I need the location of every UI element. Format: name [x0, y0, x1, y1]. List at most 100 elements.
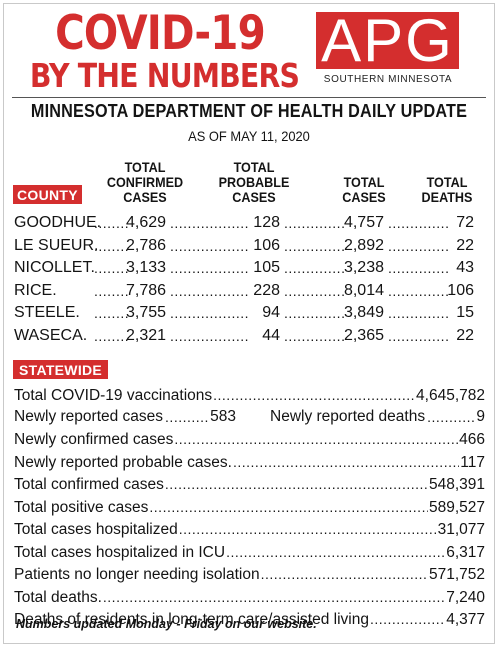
- stat-label: Newly confirmed cases: [14, 431, 174, 448]
- dot-leader: [284, 280, 346, 302]
- dot-leader: [170, 257, 250, 279]
- stat-label: Total cases hospitalized in ICU: [14, 543, 226, 561]
- county-row: LE SUEUR. 2,786 106 2,892 22: [14, 235, 484, 257]
- stat-row: Deaths of residents in long-term care/as…: [14, 608, 485, 630]
- county-row: STEELE. 3,755 94 3,849 15: [14, 302, 484, 324]
- dot-leader: [388, 280, 450, 302]
- stat-row: Total cases hospitalized 31,077: [14, 518, 485, 540]
- stat-value: 9: [476, 408, 485, 425]
- dot-leader: [284, 212, 346, 234]
- stat-label: Newly reported cases: [14, 408, 164, 425]
- stat-row: Total confirmed cases 548,391: [14, 473, 485, 495]
- stat-label: Total cases hospitalized: [14, 521, 178, 538]
- stat-value: 31,077: [437, 521, 485, 538]
- stat-row: Newly reported probable cases. 117: [14, 451, 485, 473]
- stat-row: Patients no longer needing isolation 571,…: [14, 563, 485, 585]
- stat-row-new-deaths: Newly reported deaths 9: [270, 406, 485, 428]
- dot-leader: [388, 302, 450, 324]
- dot-leader: [284, 302, 346, 324]
- deaths-value: 22: [456, 327, 474, 344]
- logo-subtext: SOUTHERN MINNESOTA: [323, 74, 453, 85]
- cases-value: 2,365: [343, 327, 384, 344]
- cases-value: 8,014: [343, 281, 384, 299]
- dot-leader: [94, 280, 130, 302]
- county-name: STEELE.: [14, 304, 80, 322]
- deaths-value: 106: [447, 281, 474, 299]
- divider: [12, 97, 486, 98]
- stat-label: Deaths of residents in long-term care/as…: [14, 611, 369, 628]
- apg-logo: APG: [316, 12, 459, 69]
- stat-label: Newly reported deaths: [270, 408, 426, 425]
- deaths-value: 22: [456, 236, 474, 254]
- dot-leader: [94, 235, 130, 257]
- col-header-deaths: TOTAL DEATHS: [421, 174, 473, 205]
- dot-leader: [94, 325, 130, 347]
- confirmed-value: 3,755: [126, 304, 167, 322]
- stat-value: 7,240: [446, 588, 485, 606]
- county-row: RICE. 7,786 228 8,014 106: [14, 280, 484, 302]
- deaths-value: 43: [456, 259, 474, 277]
- infographic: COVID-19 BY THE NUMBERS APG SOUTHERN MIN…: [3, 3, 495, 644]
- deaths-value: 15: [456, 304, 474, 322]
- dot-leader: [170, 302, 250, 324]
- statewide-badge: STATEWIDE: [13, 360, 109, 379]
- stat-row-new-cases: Newly reported cases 583: [14, 406, 236, 428]
- dot-leader: [370, 608, 445, 630]
- stat-label: Total deaths.: [14, 588, 102, 606]
- dot-leader: [388, 257, 450, 279]
- confirmed-value: 2,321: [126, 327, 167, 344]
- dot-leader: [149, 496, 428, 518]
- stat-value: 117: [460, 453, 485, 471]
- county-name: NICOLLET.: [14, 259, 95, 277]
- stat-row: Total cases hospitalized in ICU 6,317: [14, 541, 485, 563]
- confirmed-value: 2,786: [126, 236, 167, 254]
- stat-value: 4,377: [446, 611, 485, 628]
- stat-value: 4,645,782: [416, 387, 485, 404]
- dot-leader: [388, 235, 450, 257]
- dot-leader: [165, 473, 428, 495]
- col-header-confirmed: TOTAL CONFIRMED CASES: [106, 159, 184, 205]
- title-line-1: COVID-19: [55, 6, 266, 61]
- stat-label: Total confirmed cases: [14, 476, 164, 493]
- stat-label: Total positive cases: [14, 498, 149, 516]
- dot-leader: [170, 212, 250, 234]
- confirmed-value: 7,786: [126, 281, 167, 299]
- dot-leader: [388, 212, 450, 234]
- probable-value: 128: [253, 214, 280, 231]
- probable-value: 106: [253, 236, 280, 254]
- as-of-date: AS OF MAY 11, 2020: [188, 128, 310, 144]
- county-row: NICOLLET. 3,133 105 3,238 43: [14, 257, 484, 279]
- dot-leader: [170, 235, 250, 257]
- probable-value: 44: [262, 327, 280, 344]
- stat-label: Newly reported probable cases.: [14, 453, 232, 471]
- dot-leader: [261, 563, 428, 585]
- stat-value: 6,317: [446, 543, 485, 561]
- county-badge: COUNTY: [13, 185, 82, 204]
- confirmed-value: 3,133: [126, 259, 167, 277]
- cases-value: 4,757: [343, 214, 384, 231]
- dot-leader: [94, 212, 130, 234]
- dot-leader: [103, 586, 445, 608]
- county-name: RICE.: [14, 281, 57, 299]
- cases-value: 2,892: [343, 236, 384, 254]
- dot-leader: [226, 541, 445, 563]
- dot-leader: [284, 257, 346, 279]
- dot-leader: [284, 235, 346, 257]
- dot-leader: [174, 428, 458, 450]
- county-name: WASECA.: [14, 327, 88, 344]
- stat-row: Total positive cases 589,527: [14, 496, 485, 518]
- stat-label: Total COVID-19 vaccinations: [14, 387, 213, 404]
- dot-leader: [233, 451, 459, 473]
- dot-leader: [170, 280, 250, 302]
- probable-value: 105: [253, 259, 280, 277]
- probable-value: 228: [253, 281, 280, 299]
- headline: MINNESOTA DEPARTMENT OF HEALTH DAILY UPD…: [30, 101, 468, 121]
- title-line-2: BY THE NUMBERS: [29, 56, 300, 95]
- dot-leader: [284, 325, 346, 347]
- county-name: GOODHUE.: [14, 214, 102, 231]
- deaths-value: 72: [456, 214, 474, 231]
- dot-leader: [179, 518, 437, 540]
- stat-value: 589,527: [428, 498, 485, 516]
- dot-leader: [94, 302, 130, 324]
- county-row: GOODHUE. 4,629 128 4,757 72: [14, 212, 484, 234]
